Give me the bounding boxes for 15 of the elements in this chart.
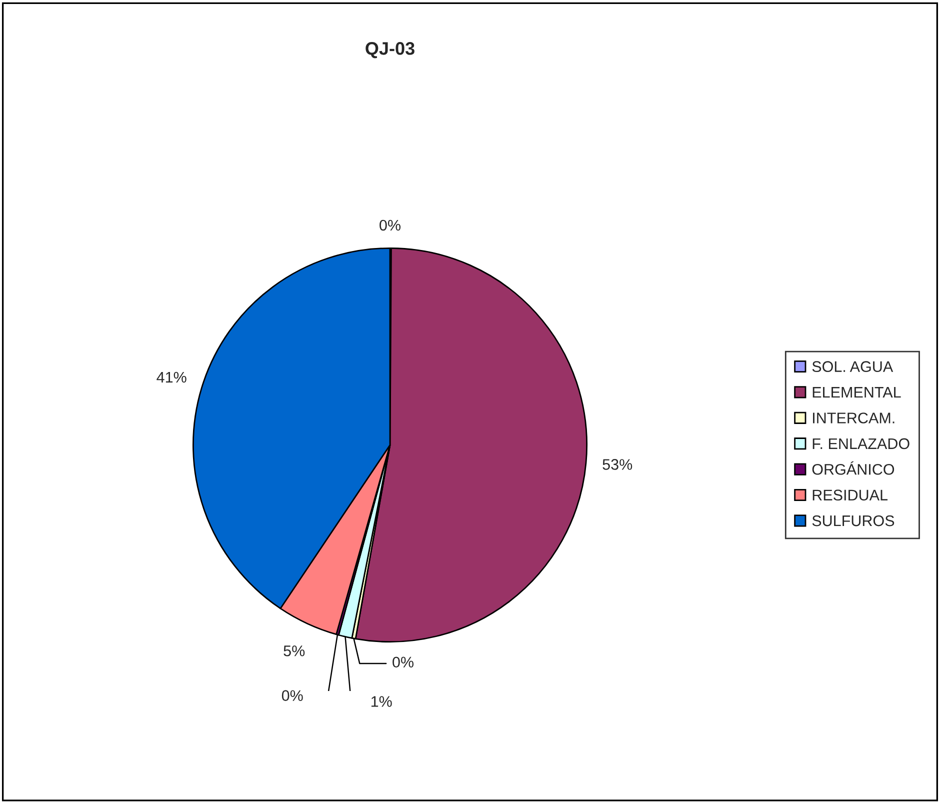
legend-label: SOL. AGUA [812,361,894,372]
legend-label: F. ENLAZADO [812,438,910,450]
data-label: 5% [284,646,305,656]
legend-label: SULFUROS [812,515,894,526]
legend-label: ELEMENTAL [812,387,901,398]
data-label: 1% [371,696,392,707]
legend-label: ORGÁNICO [812,461,894,475]
data-label: 41% [156,372,186,383]
legend-label: INTERCAM. [813,412,894,424]
data-label: 0% [282,690,303,702]
data-label: 53% [602,459,632,470]
data-label: 0% [392,656,414,668]
chart-title: QJ-03 [366,42,414,58]
legend-label: RESIDUAL [812,490,888,500]
data-label: 0% [380,220,400,231]
